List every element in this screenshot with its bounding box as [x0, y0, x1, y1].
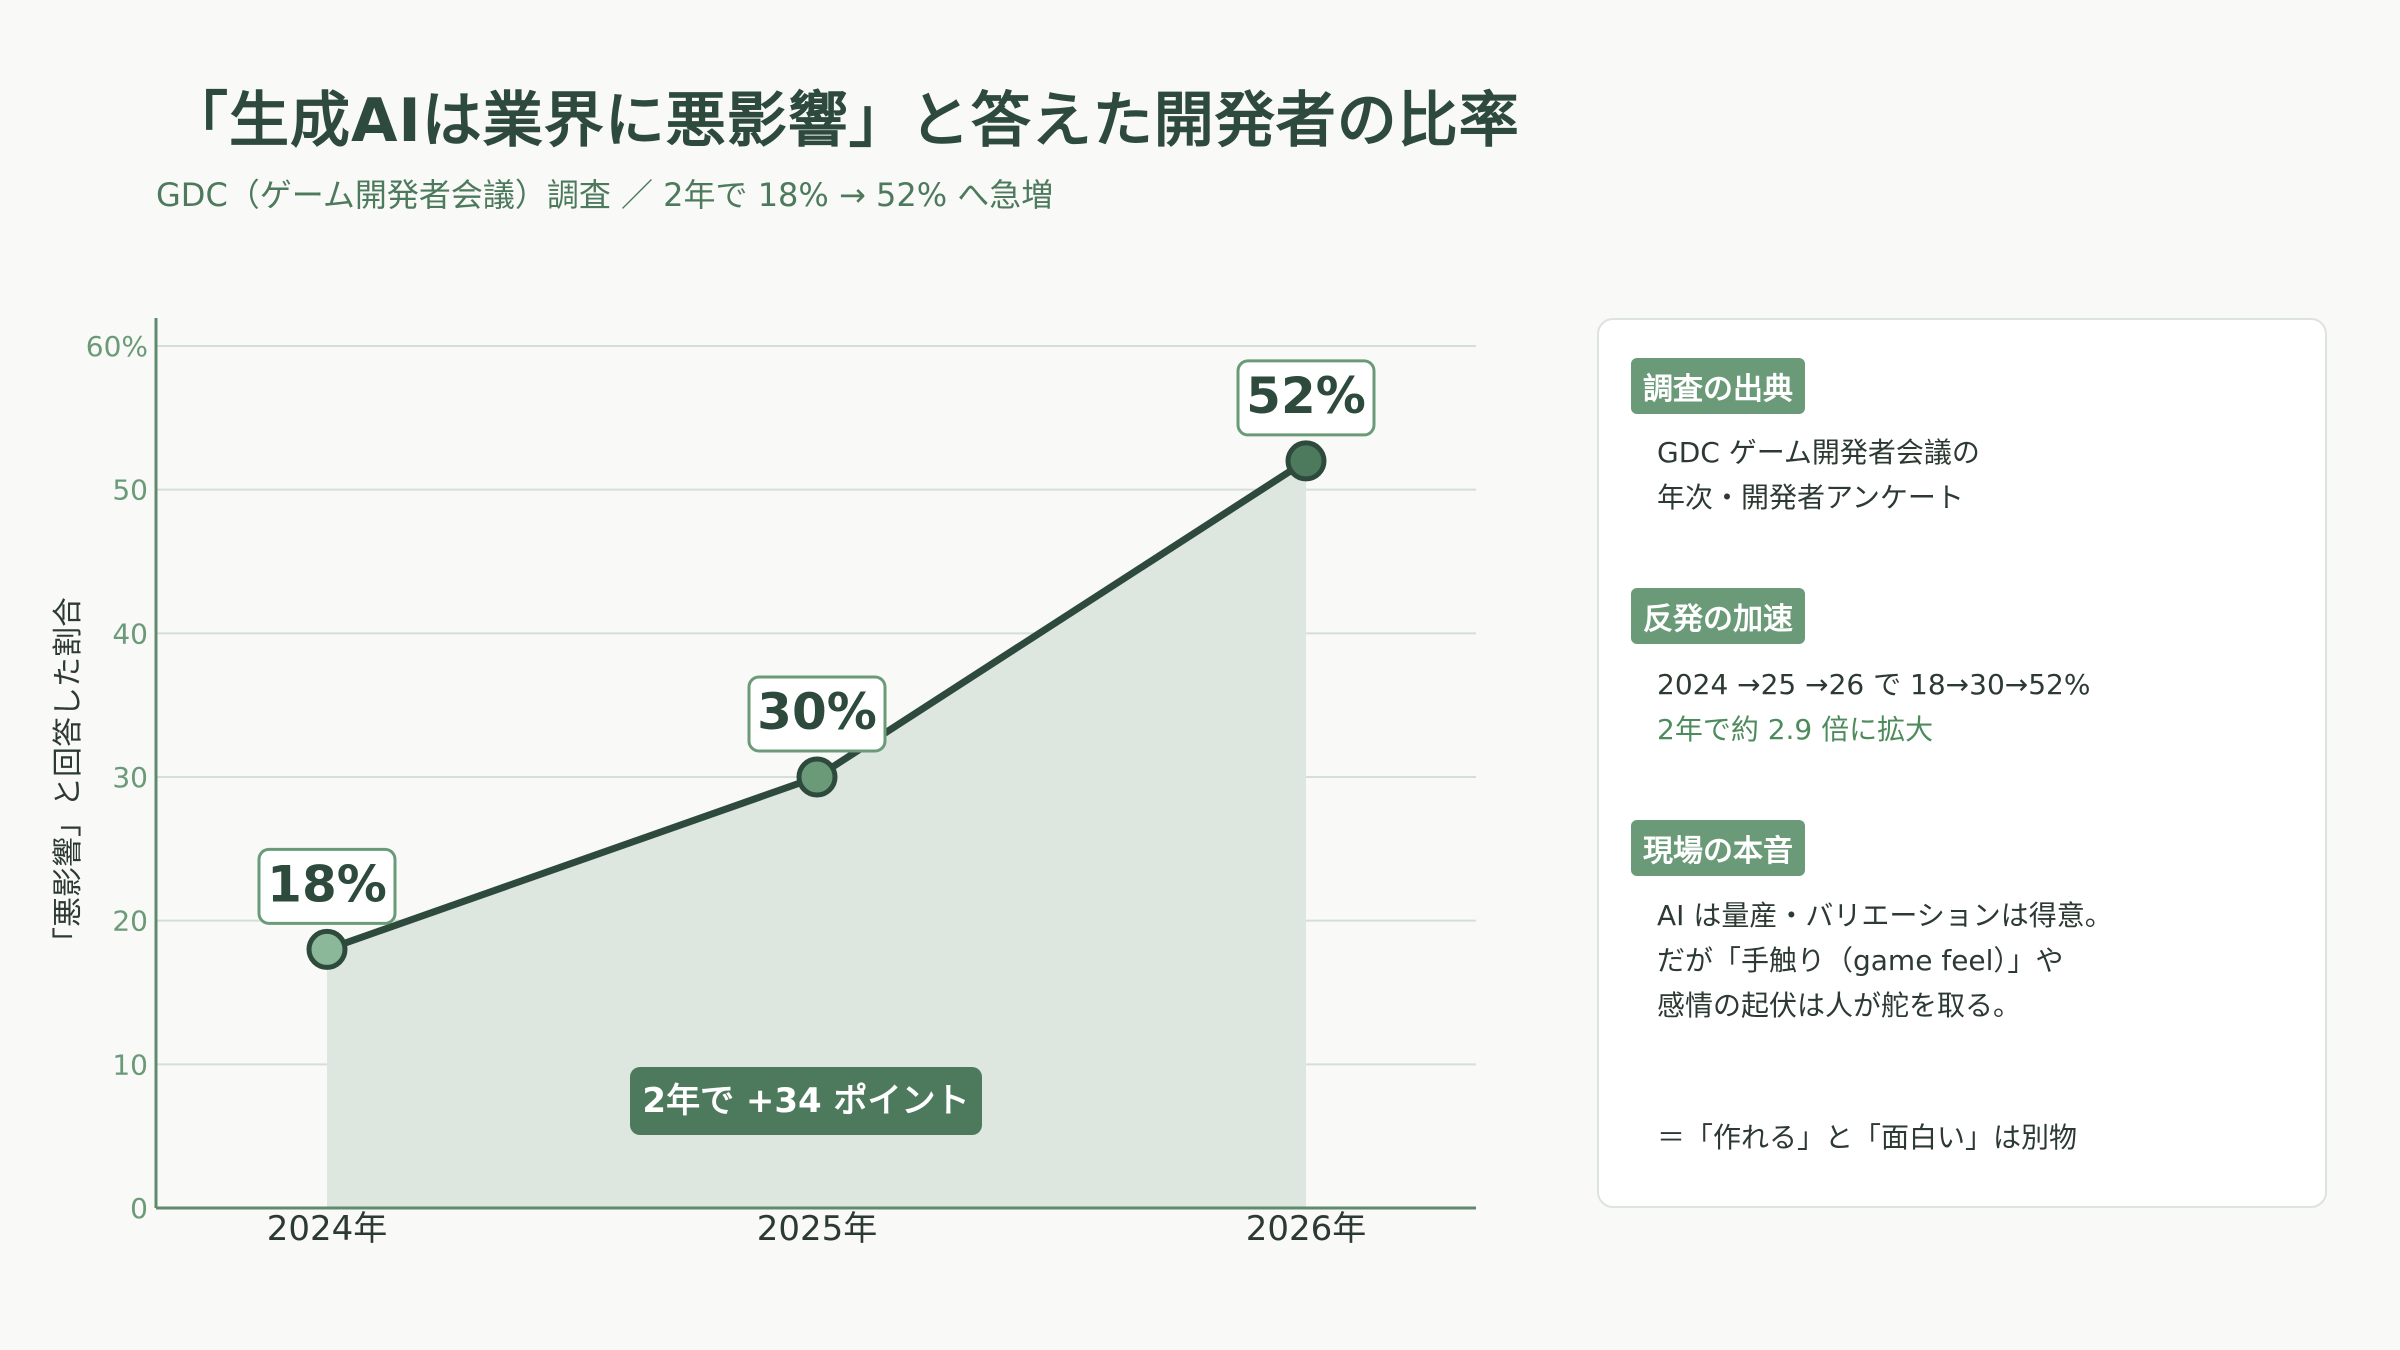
y-tick-label: 0 [130, 1192, 148, 1225]
page-subtitle: GDC（ゲーム開発者会議）調査 ／ 2年で 18% → 52% へ急増 [156, 176, 1054, 214]
section-heading-source: 調査の出典 [1631, 358, 1805, 414]
y-axis-title: 「悪影響」と回答した割合 [51, 597, 86, 957]
data-label-box [747, 675, 887, 753]
acceleration-highlight: 2年で約 2.9 倍に拡大 [1657, 713, 1934, 746]
y-tick-label: 10 [112, 1048, 148, 1081]
data-label: 30% [757, 683, 877, 741]
y-tick-label: 20 [112, 905, 148, 938]
data-point [1285, 440, 1327, 482]
real-voice-line-3: 感情の起伏は人が舵を取る。 [1657, 989, 2022, 1022]
data-label: 52% [1246, 367, 1366, 425]
annotation-text: 2年で +34 ポイント [642, 1081, 969, 1121]
real-voice-line-1: AI は量産・バリエーションは得意。 [1657, 899, 2113, 932]
y-tick-label: 60% [86, 330, 148, 363]
data-label: 18% [267, 855, 387, 913]
info-panel: 調査の出典 GDC ゲーム開発者会議の 年次・開発者アンケート 反発の加速 20… [1597, 318, 2327, 1208]
data-point [796, 756, 838, 798]
line-area-chart: 0 10 20 30 40 50 60% 2024年 2025年 2026年 「悪影響」と回答した割… [51, 318, 1476, 1249]
panel-footer: ＝「作れる」と「面白い」は別物 [1657, 1121, 2078, 1154]
source-line-2: 年次・開発者アンケート [1657, 481, 1964, 514]
data-label-box [257, 847, 397, 925]
y-tick-label: 50 [112, 474, 148, 507]
annotation-badge [630, 1067, 982, 1135]
data-point [306, 928, 348, 970]
x-tick-label: 2024年 [267, 1209, 388, 1249]
section-heading-acceleration: 反発の加速 [1631, 588, 1805, 644]
page-title: 「生成AIは業界に悪影響」と答えた開発者の比率 [168, 86, 1520, 156]
section-heading-real-voice: 現場の本音 [1631, 820, 1805, 876]
real-voice-line-2: だが「手触り（game feel）」や [1657, 944, 2064, 977]
source-line-1: GDC ゲーム開発者会議の [1657, 436, 1980, 469]
x-tick-label: 2025年 [757, 1209, 878, 1249]
x-tick-label: 2026年 [1246, 1209, 1367, 1249]
area-fill [327, 460, 1306, 1208]
acceleration-line-1: 2024 →25 →26 で 18→30→52% [1657, 668, 2091, 701]
y-tick-label: 30 [112, 761, 148, 794]
y-tick-label: 40 [112, 617, 148, 650]
data-label-box [1236, 359, 1376, 437]
